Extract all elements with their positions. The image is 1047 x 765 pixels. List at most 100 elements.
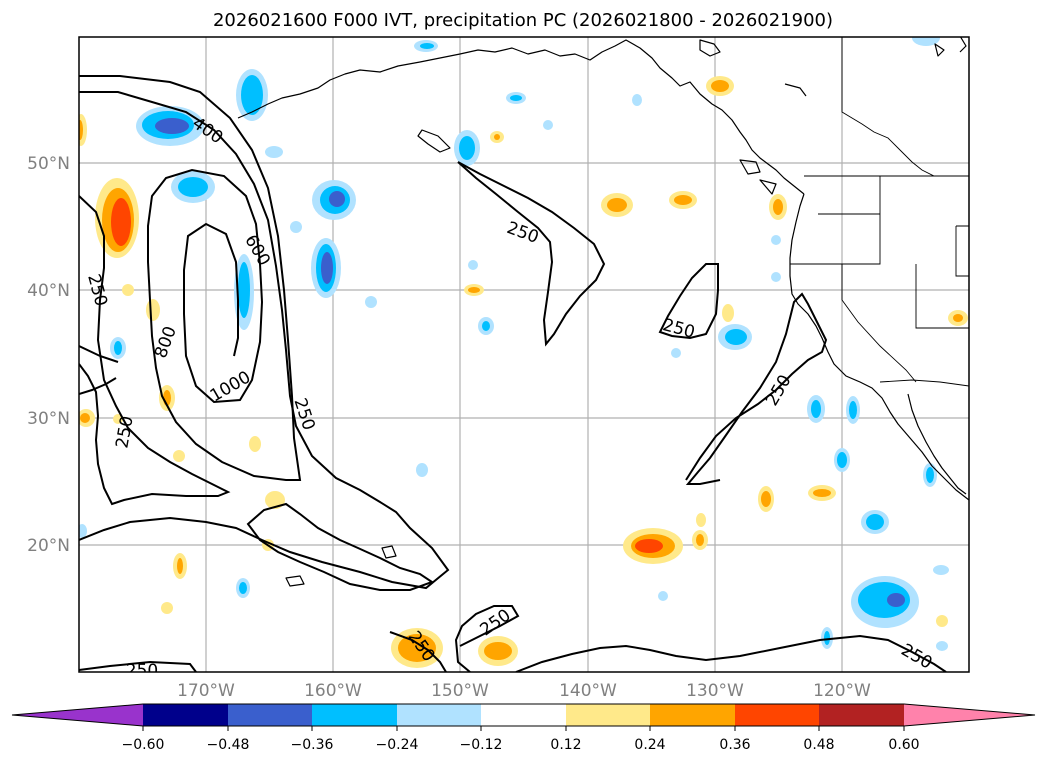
- map-panel: 250 250 250 250 250 250 250 250 250 250 …: [78, 36, 970, 673]
- border-oregon: [790, 176, 881, 265]
- precip-neg-blob: [866, 514, 884, 530]
- longitude-labels: 170°W 160°W 150°W 140°W 130°W 120°W: [177, 681, 871, 701]
- precip-neg-blob: [936, 641, 948, 651]
- precip-pos-blob: [468, 287, 480, 293]
- precip-neg-blob: [238, 262, 250, 318]
- precip-neg-blob: [468, 260, 478, 270]
- precip-neg-blob: [912, 37, 940, 46]
- ivt-contour-250-ring: [658, 263, 719, 340]
- colorbar-arrow-high: [904, 704, 1035, 726]
- ivt-contours: [79, 75, 947, 672]
- colorbar-segment: [312, 704, 397, 726]
- ivt-contour-250-left: [79, 195, 231, 506]
- precip-neg-blob: [849, 401, 857, 419]
- ivt-contour-250-bottom-center: [454, 605, 520, 672]
- island: [784, 83, 807, 97]
- colorbar-tick-label: −0.12: [460, 737, 503, 753]
- precip-neg-blob: [420, 43, 434, 49]
- border-alaska-canada: [841, 37, 969, 177]
- colorbar-segment: [566, 704, 650, 726]
- colorbar-segment: [143, 704, 228, 726]
- ivt-contour-left-edge-2: [79, 345, 119, 363]
- border-nevada-utah: [915, 264, 969, 329]
- ivt-contour-250-center: [457, 161, 606, 347]
- island: [739, 159, 761, 175]
- precip-neg-blob: [771, 272, 781, 282]
- precip-pos-blob: [494, 134, 500, 140]
- colorbar-tick-label: 0.48: [803, 737, 834, 753]
- precip-neg-blob: [290, 221, 302, 233]
- precip-pos-blob: [146, 299, 160, 321]
- us-west-coast: [789, 193, 969, 501]
- lon-label: 160°W: [304, 681, 362, 701]
- precip-neg-blob: [239, 582, 247, 594]
- precip-neg-blob: [632, 94, 642, 106]
- border-california-nevada: [841, 264, 917, 383]
- precip-neg-blob: [329, 191, 345, 207]
- colorbar-tick-label: −0.60: [122, 737, 165, 753]
- island: [934, 43, 945, 57]
- alaska-bc-coast: [237, 39, 805, 195]
- island: [381, 545, 397, 559]
- precip-pos-blob: [173, 450, 185, 462]
- colorbar-segment: [735, 704, 819, 726]
- lon-label: 140°W: [559, 681, 617, 701]
- precip-pos-blob: [249, 436, 261, 452]
- precip-neg-blob: [265, 146, 283, 158]
- precip-neg-blob: [114, 341, 122, 355]
- map-frame: [78, 36, 970, 673]
- ivt-contour-inner: [79, 75, 302, 481]
- island: [285, 575, 305, 587]
- precip-pos-blob: [113, 414, 123, 424]
- latitude-labels: 50°N 40°N 30°N 20°N: [27, 154, 70, 556]
- lat-label: 20°N: [27, 536, 70, 556]
- lat-label: 50°N: [27, 154, 70, 174]
- ivt-contour-left-edge: [79, 377, 117, 395]
- precip-pos-blob: [813, 489, 831, 497]
- political-borders: [790, 37, 969, 387]
- precip-pos-blob: [696, 513, 706, 527]
- precip-pos-blob: [79, 120, 83, 140]
- precip-pos-blob: [711, 80, 729, 92]
- precip-neg-blob: [416, 463, 428, 477]
- precip-neg-blob: [824, 631, 830, 645]
- precip-pos-blob: [936, 615, 948, 627]
- island: [959, 37, 967, 53]
- colorbar: −0.60 −0.48 −0.36 −0.24 −0.12 0.12 0.24 …: [11, 703, 1036, 753]
- precip-neg-blob: [771, 235, 781, 245]
- precip-pos-blob: [161, 602, 173, 614]
- precip-pos-blob: [773, 199, 783, 215]
- island: [417, 129, 451, 153]
- colorbar-segment: [650, 704, 735, 726]
- ivt-contour-250-lower: [246, 502, 435, 591]
- precip-pos-blob: [696, 534, 704, 546]
- precip-neg-blob: [858, 582, 910, 618]
- colorbar-arrow-low: [12, 704, 143, 726]
- ivt-contour-250-main: [79, 91, 450, 590]
- precip-neg-blob: [178, 177, 208, 197]
- ivt-contour-250-east: [685, 292, 828, 485]
- colorbar-tick-label: 0.60: [888, 737, 919, 753]
- graticule: [79, 37, 969, 672]
- precip-pos-blob: [177, 558, 183, 574]
- precip-neg-blob: [837, 452, 847, 468]
- colorbar-segment: [481, 704, 566, 726]
- precip-neg-blob: [725, 329, 747, 345]
- precip-pos-blob: [607, 198, 627, 212]
- precip-pos-blob: [674, 195, 692, 205]
- precip-neg-blob: [321, 252, 333, 284]
- colorbar-tick-label: −0.24: [376, 737, 419, 753]
- coastlines: [237, 37, 969, 587]
- precip-pc-shading: [79, 37, 968, 668]
- precip-pos-blob: [722, 304, 734, 322]
- colorbar-segment: [228, 704, 312, 726]
- precip-pos-blob: [111, 198, 131, 246]
- precip-neg-blob: [510, 95, 522, 101]
- precip-neg-blob: [543, 120, 553, 130]
- precip-neg-blob: [365, 296, 377, 308]
- precip-neg-blob: [887, 593, 905, 607]
- precip-neg-blob: [811, 400, 821, 418]
- ivt-contour-250-bottom-center-2: [389, 631, 447, 672]
- map-background: [79, 37, 969, 672]
- colorbar-segment: [819, 704, 904, 726]
